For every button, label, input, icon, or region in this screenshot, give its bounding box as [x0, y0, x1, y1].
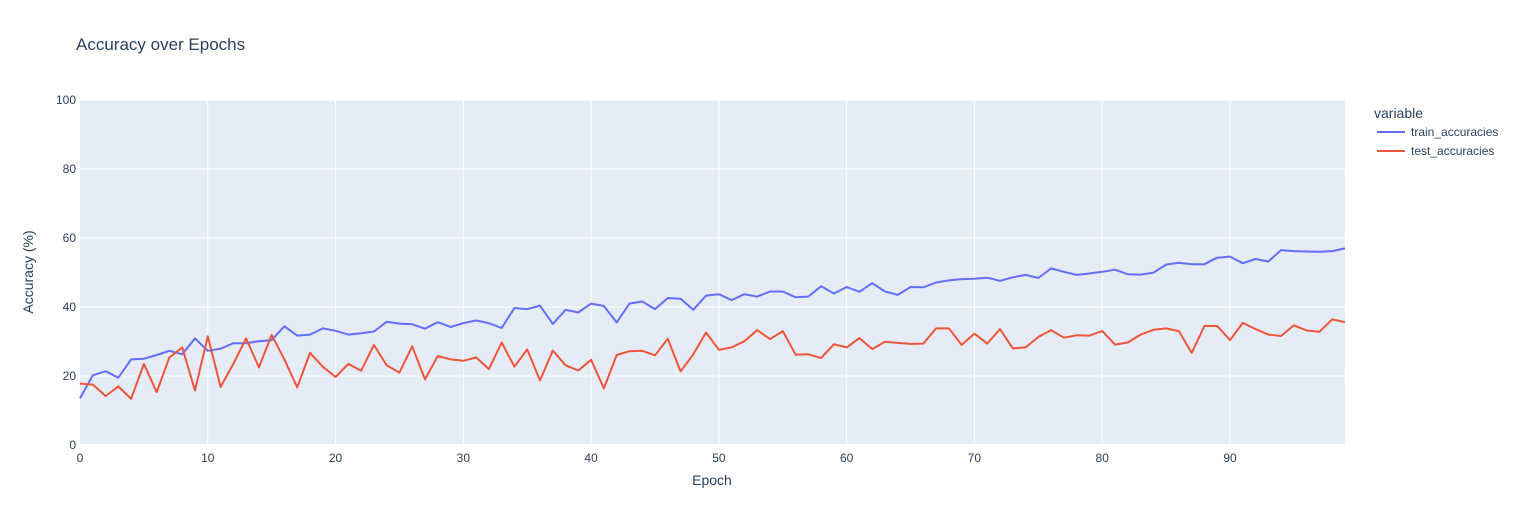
y-tick-label: 60	[63, 231, 77, 245]
y-tick-label: 100	[56, 93, 76, 107]
x-axis-title: Epoch	[692, 472, 732, 488]
legend-item-test_accuracies[interactable]: test_accuracies	[1377, 144, 1494, 158]
legend-label: train_accuracies	[1411, 125, 1498, 139]
legend[interactable]: variable train_accuracies test_accuracies	[1374, 105, 1498, 158]
legend-title: variable	[1374, 105, 1423, 121]
chart-title: Accuracy over Epochs	[76, 35, 245, 54]
x-tick-labels: 0 10 20 30 40 50 60 70 80 90	[77, 451, 1237, 465]
x-tick-label: 40	[584, 451, 598, 465]
x-tick-label: 10	[201, 451, 215, 465]
x-tick-label: 20	[329, 451, 343, 465]
plot-background	[80, 100, 1345, 445]
x-tick-label: 60	[840, 451, 854, 465]
y-tick-label: 80	[63, 162, 77, 176]
x-tick-label: 30	[457, 451, 471, 465]
legend-item-train_accuracies[interactable]: train_accuracies	[1377, 125, 1498, 139]
x-gridlines	[207, 100, 1231, 445]
x-tick-label: 90	[1223, 451, 1237, 465]
series-line-train_accuracies[interactable]	[79, 247, 1346, 399]
y-tick-label: 40	[63, 300, 77, 314]
y-tick-labels: 0 20 40 60 80 100	[56, 93, 76, 452]
y-tick-label: 0	[69, 438, 76, 452]
series-line-test_accuracies[interactable]	[79, 318, 1346, 400]
y-gridlines	[80, 99, 1345, 446]
series-lines	[79, 247, 1346, 400]
y-axis-title: Accuracy (%)	[20, 230, 36, 313]
x-tick-label: 50	[712, 451, 726, 465]
x-tick-label: 70	[968, 451, 982, 465]
y-tick-label: 20	[63, 369, 77, 383]
x-tick-label: 80	[1096, 451, 1110, 465]
x-tick-label: 0	[77, 451, 84, 465]
legend-label: test_accuracies	[1411, 144, 1494, 158]
